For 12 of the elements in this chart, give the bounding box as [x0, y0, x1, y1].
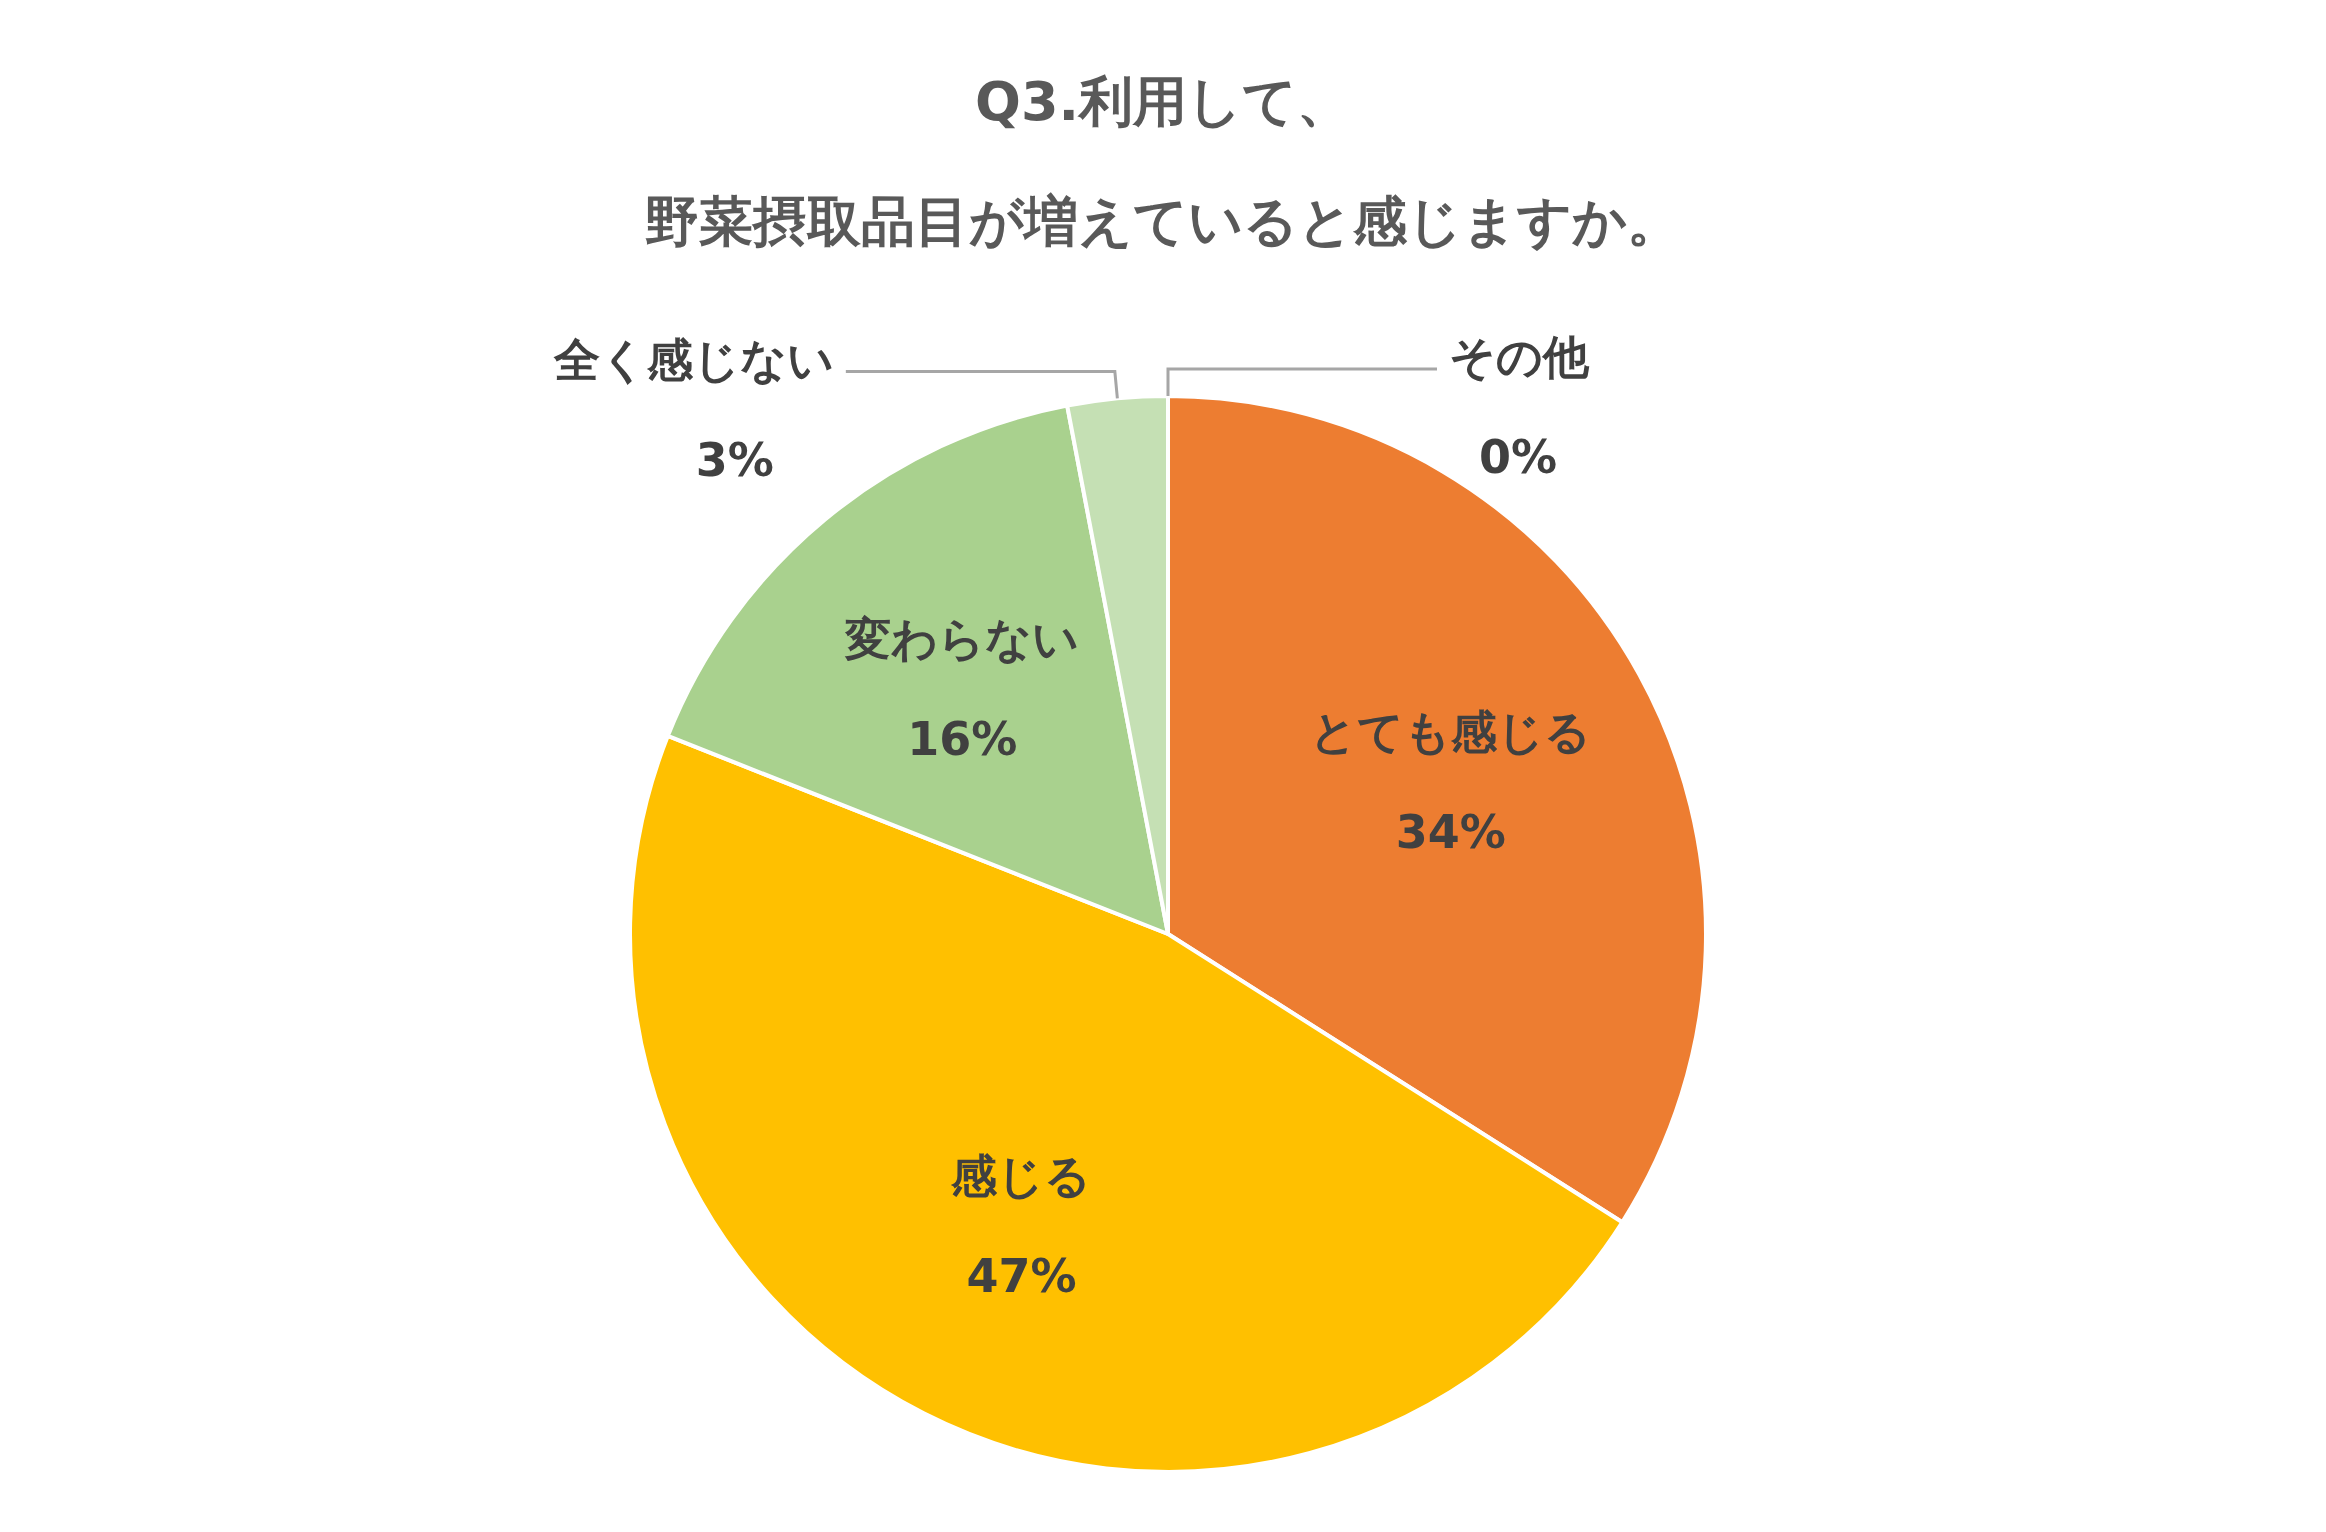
- data-label: 3%: [695, 432, 774, 487]
- slice-label: 変わらない: [844, 612, 1080, 667]
- data-label: 16%: [907, 712, 1018, 767]
- data-label: 34%: [1395, 805, 1506, 860]
- chart-title: Q3.利用して、: [975, 70, 1351, 133]
- chart-subtitle: 野菜摂取品目が増えていると感じますか。: [645, 190, 1681, 253]
- category-label: その他: [1449, 330, 1589, 385]
- slice-label: 感じる: [950, 1148, 1092, 1203]
- slice-label: 全く感じない: [552, 332, 834, 387]
- data-label: 47%: [966, 1248, 1077, 1303]
- text: 0%: [1479, 430, 1558, 485]
- slice-label: とても感じる: [1310, 705, 1592, 760]
